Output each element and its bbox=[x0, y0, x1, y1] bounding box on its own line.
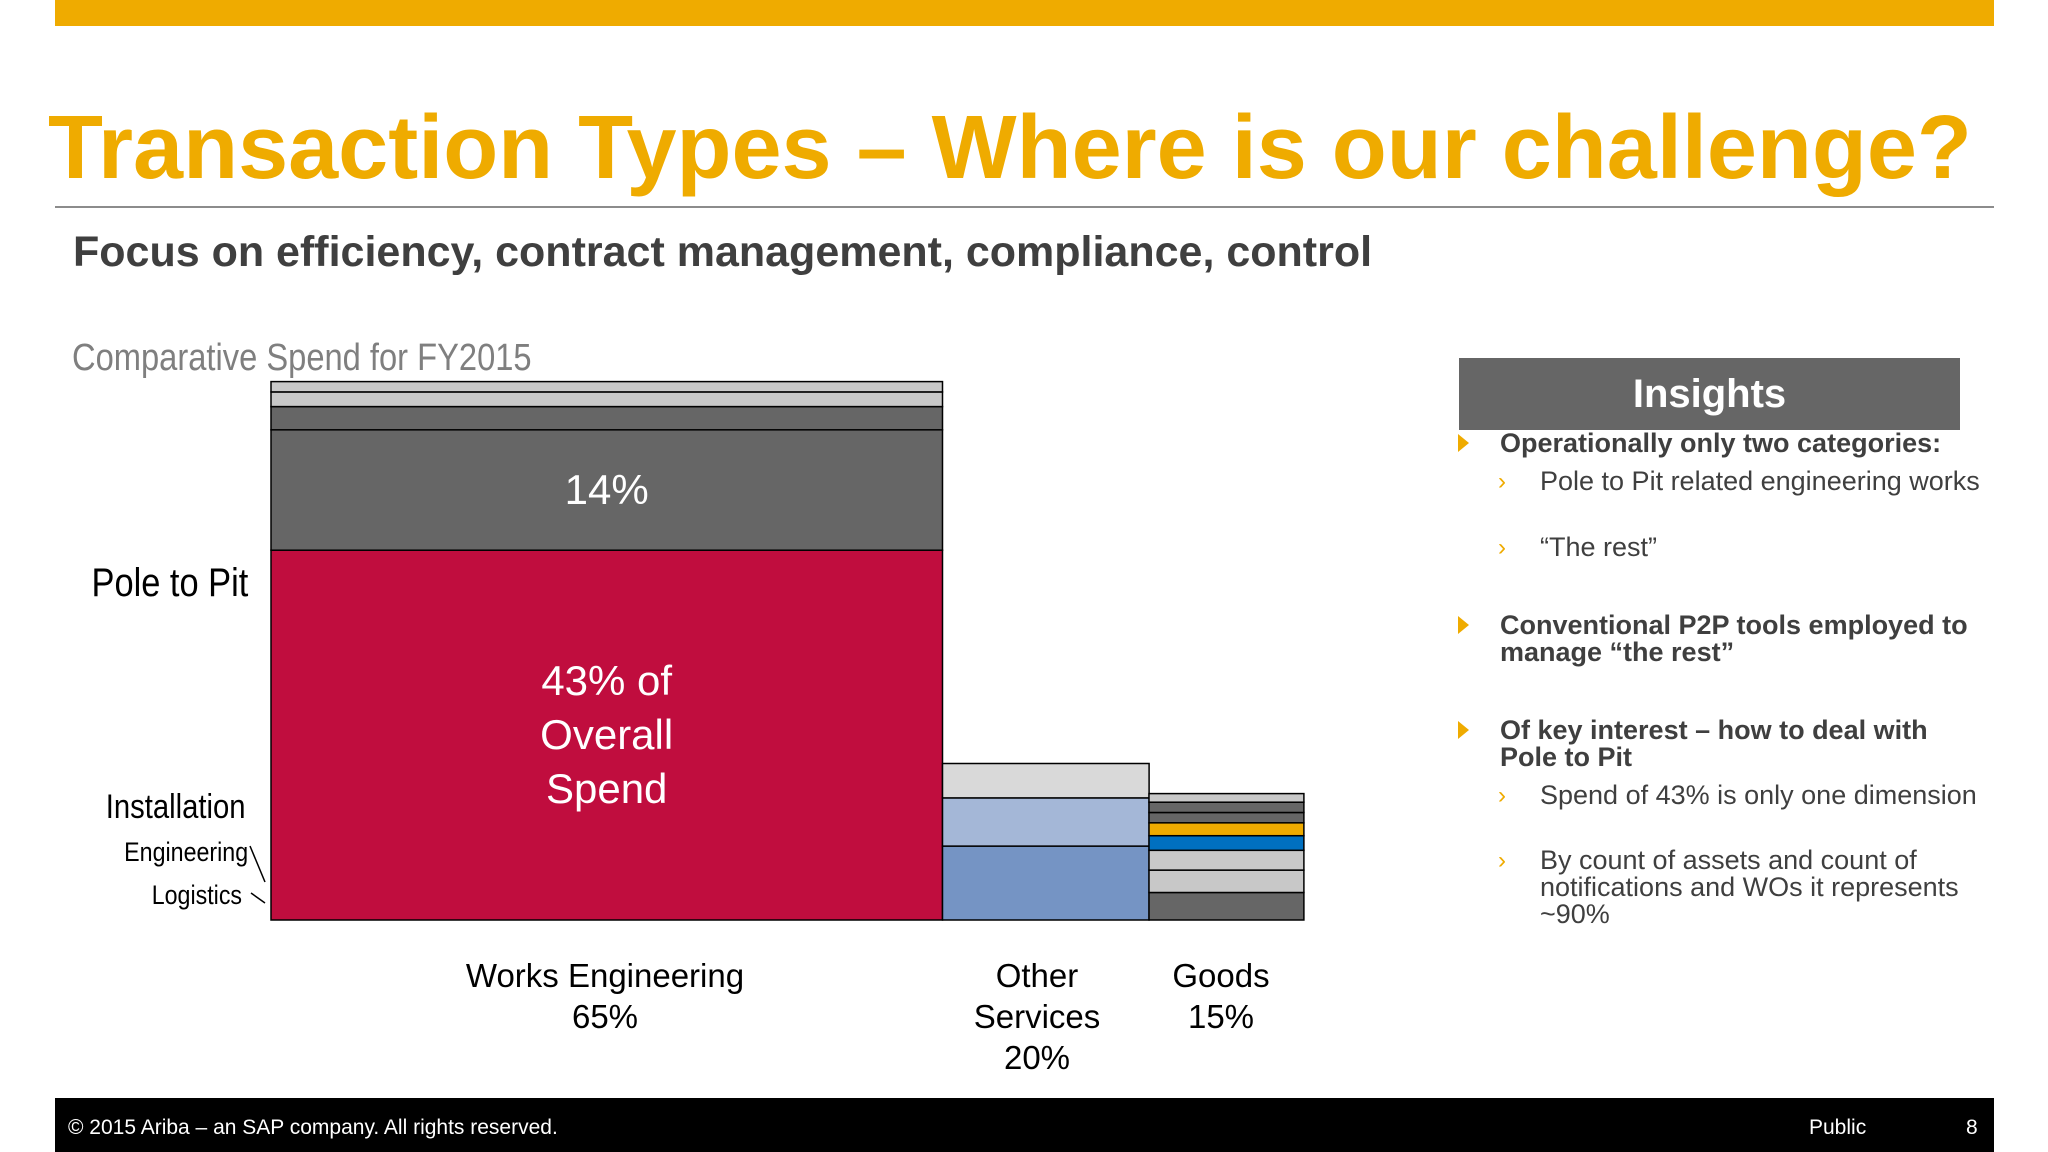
category-label-other-services: Other Services 20% bbox=[937, 955, 1137, 1078]
chevron-right-icon: › bbox=[1498, 468, 1506, 495]
engineering-leader-line bbox=[249, 845, 266, 883]
bullet-arrow-icon bbox=[1458, 721, 1469, 739]
title-divider bbox=[55, 206, 1994, 208]
segment-data-label: Spend bbox=[546, 765, 667, 812]
insight-item: Operationally only two categories: bbox=[1458, 428, 1970, 458]
insight-sub-text: By count of assets and count of notifica… bbox=[1540, 845, 1959, 929]
chevron-right-icon: › bbox=[1498, 782, 1506, 809]
chart-segment-installation bbox=[270, 429, 944, 551]
chart-segment-logistics bbox=[270, 391, 944, 408]
chart-segment-col2-seg7 bbox=[1148, 792, 1305, 803]
insight-sub-text: Spend of 43% is only one dimension bbox=[1540, 780, 1977, 810]
chart-segment-col2-seg1 bbox=[1148, 869, 1305, 894]
insight-item: Conventional P2P tools employed to manag… bbox=[1458, 610, 1970, 667]
page-title: Transaction Types – Where is our challen… bbox=[48, 98, 1972, 198]
category-share: 15% bbox=[1187, 998, 1255, 1035]
category-name: Other Services bbox=[973, 957, 1101, 1035]
copyright-text: © 2015 Ariba – an SAP company. All right… bbox=[68, 1116, 558, 1139]
insight-sub-item: › By count of assets and count of notifi… bbox=[1498, 845, 1980, 929]
category-share: 65% bbox=[571, 998, 639, 1035]
page-number: 8 bbox=[1966, 1116, 1978, 1139]
chevron-right-icon: › bbox=[1498, 847, 1506, 874]
insight-item: Of key interest – how to deal with Pole … bbox=[1458, 715, 1970, 772]
insights-header: Insights bbox=[1459, 358, 1960, 430]
chart-segment-col1-seg2 bbox=[941, 762, 1150, 799]
chevron-right-icon: › bbox=[1498, 534, 1506, 561]
insight-sub-text: Pole to Pit related engineering works bbox=[1540, 466, 1980, 496]
segment-data-label: Overall bbox=[540, 711, 673, 758]
classification-label: Public bbox=[1809, 1116, 1867, 1139]
row-label-pole-to-pit: Pole to Pit bbox=[91, 561, 248, 605]
category-name: Goods bbox=[1172, 957, 1270, 994]
chart-segment-col2-seg3 bbox=[1148, 834, 1305, 852]
category-label-goods: Goods 15% bbox=[1136, 955, 1306, 1037]
chart-segment-col2-seg4 bbox=[1148, 822, 1305, 837]
insight-sub-item: › “The rest” bbox=[1498, 532, 1980, 562]
top-accent-bar bbox=[55, 0, 1994, 26]
chart-segment-col2-seg2 bbox=[1148, 849, 1305, 871]
chart-segment-engineering bbox=[270, 405, 944, 431]
insight-text: Operationally only two categories: bbox=[1500, 428, 1942, 458]
category-label-works-engineering: Works Engineering 65% bbox=[440, 955, 770, 1037]
page-subtitle: Focus on efficiency, contract management… bbox=[73, 228, 1373, 276]
chart-segment-col2-seg6 bbox=[1148, 801, 1305, 814]
insight-sub-item: › Pole to Pit related engineering works bbox=[1498, 466, 1980, 496]
row-label-installation: Installation bbox=[106, 788, 246, 826]
bullet-arrow-icon bbox=[1458, 616, 1469, 634]
insight-text: Of key interest – how to deal with Pole … bbox=[1500, 715, 1928, 772]
segment-data-label: 14% bbox=[565, 466, 649, 513]
insight-text: Conventional P2P tools employed to manag… bbox=[1500, 610, 1968, 667]
chart-segment-col0-seg4 bbox=[270, 380, 944, 393]
chart-title: Comparative Spend for FY2015 bbox=[72, 337, 532, 379]
bullet-arrow-icon bbox=[1458, 434, 1469, 452]
insight-sub-text: “The rest” bbox=[1540, 532, 1658, 562]
logistics-leader-line bbox=[250, 892, 266, 904]
footer-bar bbox=[55, 1098, 1994, 1152]
chart-segment-col2-seg5 bbox=[1148, 811, 1305, 824]
chart-segment-col1-seg1 bbox=[941, 797, 1150, 847]
chart-segment-col2-seg0 bbox=[1148, 891, 1305, 921]
category-name: Works Engineering bbox=[465, 957, 745, 994]
segment-data-label: 43% of bbox=[541, 657, 672, 704]
insight-sub-item: › Spend of 43% is only one dimension bbox=[1498, 780, 1980, 810]
row-label-engineering: Engineering bbox=[124, 837, 248, 867]
chart-segment-pole-to-pit bbox=[270, 549, 944, 921]
category-share: 20% bbox=[1003, 1039, 1071, 1076]
chart-segment-col1-seg0 bbox=[941, 845, 1150, 921]
row-label-logistics: Logistics bbox=[151, 880, 242, 910]
